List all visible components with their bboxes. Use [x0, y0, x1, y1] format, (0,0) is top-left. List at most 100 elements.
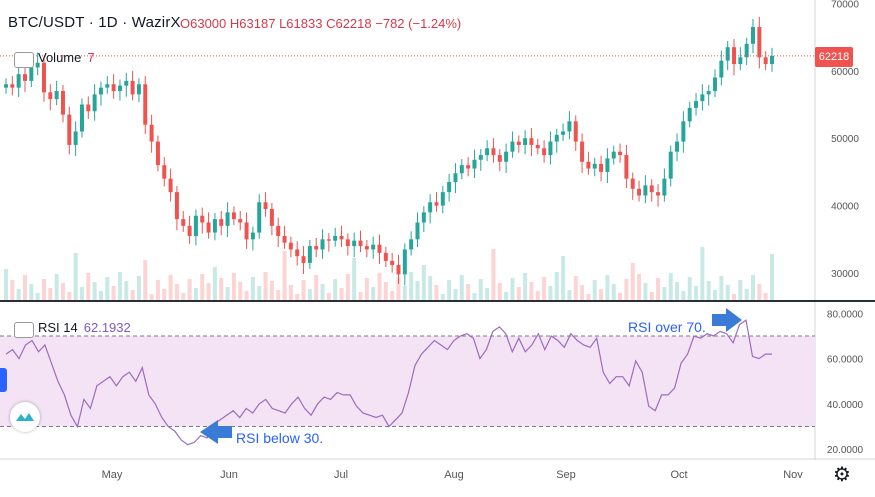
volume-bar — [719, 276, 724, 300]
volume-bar — [580, 285, 585, 300]
volume-bar — [200, 274, 205, 300]
rsi-series-line — [5, 319, 772, 446]
candle-body — [592, 163, 597, 169]
candle-body — [181, 219, 186, 226]
volume-bar — [554, 272, 559, 300]
volume-bar — [440, 294, 445, 300]
candle-body — [124, 80, 129, 86]
candle-body — [529, 138, 534, 145]
rsi-value: 62.1932 — [83, 320, 131, 335]
volume-bar — [174, 284, 179, 300]
eye-icon[interactable] — [14, 322, 34, 338]
price-tick-label: 30000 — [831, 269, 859, 280]
candle-body — [637, 188, 642, 196]
volume-bar — [307, 289, 312, 300]
candle-body — [428, 202, 433, 213]
candle-body — [282, 235, 287, 243]
volume-bar — [206, 283, 211, 300]
volume-bar — [504, 292, 509, 300]
tradingview-logo-icon[interactable] — [10, 402, 40, 432]
candle-body — [345, 239, 350, 247]
candle-body — [174, 192, 179, 220]
candle-body — [675, 141, 680, 152]
volume-bar — [656, 278, 661, 300]
candle-body — [649, 185, 654, 193]
volume-bar — [54, 274, 59, 300]
rsi-tick-label: 40.0000 — [827, 400, 864, 411]
volume-bar — [529, 282, 534, 300]
candle-body — [618, 151, 623, 156]
volume-bar — [276, 290, 281, 300]
volume-bar — [149, 294, 154, 300]
candle-body — [744, 43, 749, 58]
eye-icon[interactable] — [14, 52, 34, 68]
candle-body — [643, 185, 648, 196]
candle-body — [35, 62, 40, 68]
candle-body — [681, 121, 686, 142]
volume-bar — [86, 273, 91, 300]
volume-bar — [136, 276, 141, 300]
volume-bar — [396, 277, 401, 300]
candle-body — [485, 148, 490, 156]
candle-body — [193, 215, 198, 236]
candle-body — [624, 155, 629, 179]
volume-bar — [162, 289, 167, 300]
candle-body — [504, 151, 509, 162]
volume-bar — [155, 280, 160, 300]
candle-body — [320, 239, 325, 250]
candle-body — [390, 260, 395, 265]
candle-body — [339, 235, 344, 240]
volume-bar — [662, 287, 667, 300]
volume-bar — [675, 282, 680, 300]
candle-body — [4, 84, 8, 88]
volume-bar — [497, 283, 502, 300]
volume-bar — [181, 293, 186, 300]
candle-body — [73, 131, 78, 145]
candle-body — [295, 249, 300, 257]
annotation-rsi-below: RSI below 30. — [236, 430, 324, 446]
volume-bar — [111, 286, 116, 300]
volume-bar — [472, 293, 477, 300]
candle-body — [763, 57, 768, 65]
candle-body — [149, 124, 154, 142]
volume-bar — [459, 275, 464, 300]
volume-bar — [98, 291, 103, 300]
candle-body — [352, 240, 357, 247]
volume-bar — [67, 292, 72, 300]
gear-icon[interactable]: ⚙ — [833, 464, 851, 486]
volume-bar — [377, 273, 382, 300]
candle-body — [561, 131, 566, 135]
volume-bar — [415, 281, 420, 300]
time-tick-label: Jul — [334, 469, 348, 481]
arrow-right-icon — [712, 308, 742, 332]
volume-bar — [225, 287, 230, 300]
time-tick-label: Aug — [444, 469, 464, 481]
volume-bar — [561, 256, 566, 300]
candle-body — [155, 141, 160, 166]
side-panel-toggle[interactable] — [0, 368, 7, 392]
volume-bar — [339, 288, 344, 300]
volume-bar — [592, 280, 597, 300]
volume-bar — [168, 275, 173, 300]
volume-bar — [187, 279, 192, 300]
candle-body — [219, 219, 224, 226]
candle-body — [200, 215, 205, 223]
candle-body — [510, 141, 515, 152]
volume-bar — [314, 275, 319, 300]
volume-bar — [548, 286, 553, 300]
candle-body — [168, 178, 173, 193]
volume-bar — [732, 294, 737, 300]
volume-bar — [763, 293, 768, 300]
candle-body — [206, 222, 211, 233]
candle-body — [48, 92, 53, 100]
candle-body — [630, 178, 635, 189]
volume-bar — [22, 275, 27, 300]
rsi-legend[interactable]: RSI 14 62.1932 — [38, 320, 131, 335]
volume-bar — [212, 267, 217, 300]
volume-legend[interactable]: Volume 7 — [38, 50, 95, 65]
candle-body — [713, 77, 718, 92]
candle-body — [523, 138, 528, 145]
symbol-title[interactable]: BTC/USDT · 1D · WazirX — [8, 14, 181, 31]
